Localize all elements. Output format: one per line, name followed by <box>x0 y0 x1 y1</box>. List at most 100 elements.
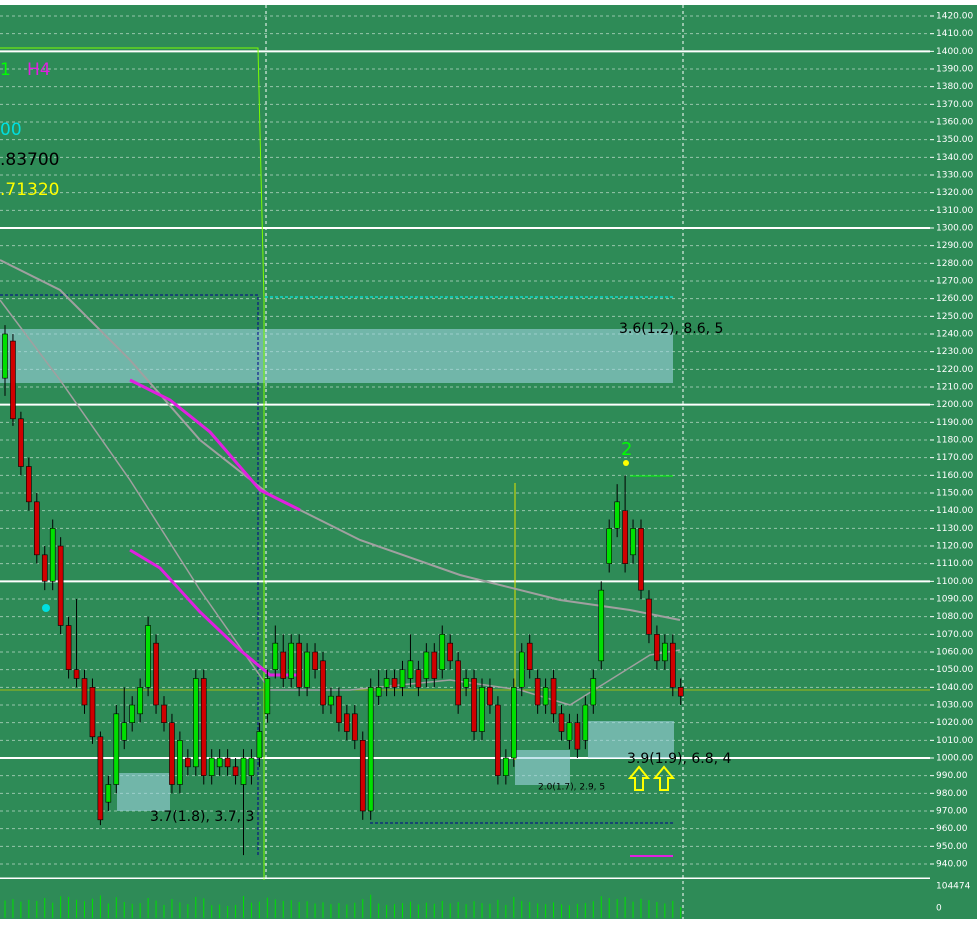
candles <box>2 325 684 856</box>
candle-down <box>622 510 628 564</box>
candle-down <box>97 736 104 821</box>
candle-down <box>351 713 358 741</box>
candle-up <box>582 704 589 741</box>
y-tick-label: 1370.00 <box>936 100 973 110</box>
y-tick-label: 1250.00 <box>936 312 973 322</box>
candle-down <box>10 340 16 420</box>
candle-up <box>256 731 263 759</box>
zone <box>515 750 570 785</box>
candle-down <box>312 651 318 670</box>
y-tick-label: 1080.00 <box>936 612 973 622</box>
price-axis <box>930 5 977 919</box>
moving-average <box>129 378 301 512</box>
candle-down <box>320 660 326 706</box>
y-tick-label: 1300.00 <box>936 224 973 234</box>
candle-up <box>193 678 199 768</box>
range-line <box>0 47 265 880</box>
y-tick-label: 990.00 <box>936 771 968 781</box>
candle-up <box>113 713 120 785</box>
candle-down <box>169 722 175 785</box>
candle-up <box>479 687 485 732</box>
y-tick-label: 1230.00 <box>936 347 973 357</box>
candle-down <box>359 740 366 812</box>
y-tick-label: 1290.00 <box>936 241 973 251</box>
candle-up <box>614 501 620 529</box>
y-tick-label: 1260.00 <box>936 294 973 304</box>
y-tick-label: 940.00 <box>936 860 968 870</box>
candle-up <box>145 625 151 688</box>
candle-down <box>526 642 533 670</box>
y-tick-label: 1320.00 <box>936 188 973 198</box>
y-tick-label: 1030.00 <box>936 701 973 711</box>
candle-up <box>630 528 636 556</box>
x-tick-label: 29 Sep 2024 <box>151 922 208 932</box>
x-tick-label: 6 Jul 2025 <box>469 922 514 932</box>
info: .71320 <box>0 180 59 200</box>
candle-down <box>550 678 557 715</box>
candle-down <box>81 678 88 706</box>
candle-up <box>216 757 223 768</box>
x-tick-label: 21 Dec 2025 <box>660 922 718 932</box>
volume-tick-label: 0 <box>936 904 942 914</box>
annotation: 3.9(1.9), 6.8, 4 <box>627 751 732 767</box>
y-tick-label: 1390.00 <box>936 65 973 75</box>
zone <box>117 773 170 811</box>
candle-down <box>534 678 541 706</box>
candle-down <box>415 669 422 688</box>
candle-up <box>662 642 668 662</box>
y-tick-label: 1100.00 <box>936 577 973 587</box>
candle-down <box>200 678 207 776</box>
plot-background <box>0 5 930 878</box>
candle-up <box>304 651 310 688</box>
y-tick-label: 980.00 <box>936 789 968 799</box>
y-tick-label: 1360.00 <box>936 118 973 128</box>
candle-up <box>105 784 112 803</box>
symbol: 1 <box>0 60 11 80</box>
candle-up <box>264 678 271 715</box>
candle-up <box>288 642 295 679</box>
y-tick-label: 1270.00 <box>936 277 973 287</box>
candle-up <box>248 757 255 776</box>
candle-up <box>137 687 143 715</box>
candle-down <box>654 634 660 662</box>
candle-down <box>677 687 684 697</box>
candle-up <box>177 740 183 785</box>
candle-up <box>566 722 573 741</box>
volume-tick-label: 104474 <box>936 882 971 892</box>
y-tick-label: 1070.00 <box>936 630 973 640</box>
moving-average <box>0 259 681 621</box>
y-tick-label: 1350.00 <box>936 135 973 145</box>
grid <box>0 15 930 865</box>
candle-down <box>447 642 454 662</box>
y-tick-label: 1000.00 <box>936 754 973 764</box>
signal-dot <box>623 460 629 466</box>
y-tick-label: 1410.00 <box>936 29 973 39</box>
candle-down <box>73 669 80 679</box>
y-tick-label: 1190.00 <box>936 418 973 428</box>
info: .83700 <box>0 150 59 170</box>
y-tick-label: 1330.00 <box>936 171 973 181</box>
candle-up <box>510 687 517 759</box>
y-tick-label: 1130.00 <box>936 524 973 534</box>
candle-down <box>487 687 493 706</box>
candle-up <box>208 757 215 776</box>
candle-up <box>606 528 613 564</box>
candle-down <box>153 642 159 706</box>
y-tick-label: 1220.00 <box>936 365 973 375</box>
candle-up <box>240 757 247 785</box>
y-tick-label: 1090.00 <box>936 595 973 605</box>
y-tick-label: 1060.00 <box>936 648 973 658</box>
candle-down <box>65 625 72 670</box>
x-tick-label: 24 Nov 2024 <box>215 922 273 932</box>
y-tick-label: 1340.00 <box>936 153 973 163</box>
candle-up <box>598 589 605 662</box>
y-tick-label: 1310.00 <box>936 206 973 216</box>
candle-up <box>383 678 390 688</box>
annotation: 3.6(1.2), 8.6, 5 <box>619 321 723 337</box>
candle-down <box>471 678 477 732</box>
wave-label: 2 <box>621 439 632 460</box>
candle-down <box>33 501 40 556</box>
candle-down <box>336 695 342 723</box>
y-tick-label: 950.00 <box>936 842 968 852</box>
